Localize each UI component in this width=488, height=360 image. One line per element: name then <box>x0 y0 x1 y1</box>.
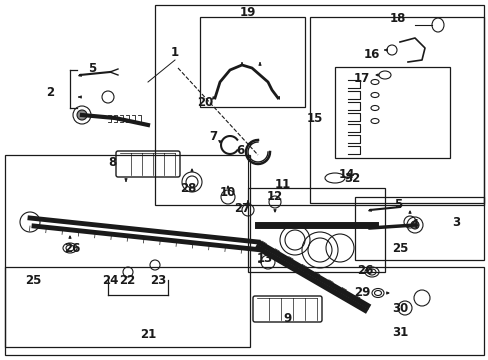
Text: 3: 3 <box>451 216 459 229</box>
Text: 27: 27 <box>233 202 250 215</box>
Text: 28: 28 <box>180 181 196 194</box>
Text: 2: 2 <box>46 86 54 99</box>
Text: 16: 16 <box>363 49 379 62</box>
Text: 25: 25 <box>391 242 407 255</box>
Bar <box>247 188 384 272</box>
Text: 8: 8 <box>108 156 116 168</box>
Text: 15: 15 <box>306 112 323 125</box>
Text: 24: 24 <box>102 274 118 287</box>
Text: 10: 10 <box>220 185 236 198</box>
Bar <box>334 67 449 158</box>
Bar <box>155 5 483 205</box>
Text: 5: 5 <box>88 62 96 75</box>
Text: 5: 5 <box>393 198 401 211</box>
Text: 32: 32 <box>343 171 359 184</box>
Text: 19: 19 <box>239 6 256 19</box>
Text: 26: 26 <box>63 242 80 255</box>
Text: 17: 17 <box>353 72 369 85</box>
Text: 21: 21 <box>140 328 156 342</box>
Circle shape <box>77 110 87 120</box>
Text: 4: 4 <box>410 217 418 230</box>
Text: 6: 6 <box>235 144 244 157</box>
Text: 29: 29 <box>353 287 369 300</box>
Text: 30: 30 <box>391 302 407 315</box>
Text: 13: 13 <box>256 252 273 265</box>
Bar <box>5 267 483 355</box>
Text: 31: 31 <box>391 325 407 338</box>
Text: 11: 11 <box>274 179 290 192</box>
Bar <box>354 197 483 260</box>
Bar <box>200 17 305 107</box>
Bar <box>5 155 249 347</box>
Text: 22: 22 <box>119 274 135 287</box>
Text: 18: 18 <box>389 12 406 24</box>
Circle shape <box>410 221 418 229</box>
Text: 12: 12 <box>266 190 283 203</box>
Text: 20: 20 <box>197 96 213 109</box>
Text: 25: 25 <box>25 274 41 287</box>
Text: 7: 7 <box>208 130 217 144</box>
Text: 1: 1 <box>171 46 179 59</box>
Text: 14: 14 <box>338 168 354 181</box>
Text: 23: 23 <box>149 274 166 287</box>
Text: 26: 26 <box>356 264 372 276</box>
Bar <box>309 17 483 203</box>
Text: 9: 9 <box>284 311 291 324</box>
